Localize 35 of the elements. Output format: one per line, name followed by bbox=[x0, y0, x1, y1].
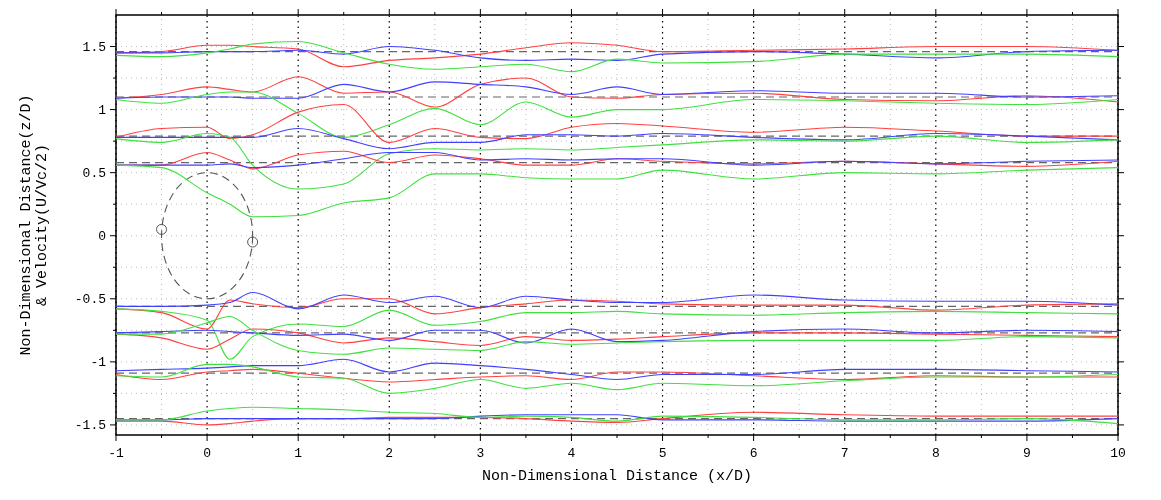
x-tick-label: 3 bbox=[476, 446, 485, 461]
y-tick-label: -1.5 bbox=[74, 418, 106, 434]
line-series bbox=[115, 368, 1119, 383]
x-tick-label: 6 bbox=[749, 446, 758, 461]
line-series bbox=[115, 406, 1119, 425]
x-tick-label: 10 bbox=[1110, 446, 1126, 461]
line-series bbox=[115, 76, 1119, 108]
y-tick-label: 1 bbox=[98, 103, 107, 119]
y-axis-title: Non-Dimensional Distance(z/D) & Velocity(U/Vc/2) bbox=[18, 94, 51, 356]
line-series bbox=[115, 363, 1119, 394]
x-tick-label: 5 bbox=[658, 446, 667, 461]
line-series bbox=[115, 308, 1119, 360]
x-tick-label: 0 bbox=[203, 446, 211, 461]
line-series bbox=[115, 133, 1119, 190]
x-tick-label: 9 bbox=[1023, 446, 1031, 461]
y-tick-label: 0 bbox=[98, 229, 106, 245]
x-axis-title: Non-Dimensional Distance (x/D) bbox=[481, 468, 753, 485]
line-series bbox=[115, 164, 1119, 218]
line-series bbox=[115, 291, 1119, 310]
x-tick-label: 4 bbox=[567, 446, 576, 461]
y-tick-label: -1 bbox=[90, 355, 107, 371]
line-series bbox=[115, 91, 1119, 138]
line-series bbox=[115, 358, 1119, 381]
x-tick-label: 7 bbox=[840, 446, 849, 461]
x-tick-label: 2 bbox=[385, 446, 394, 461]
x-tick-label: 1 bbox=[294, 446, 303, 461]
line-series bbox=[115, 328, 1119, 344]
x-tick-label: -1 bbox=[108, 446, 124, 461]
y-tick-label: 0.5 bbox=[82, 166, 106, 182]
line-series bbox=[115, 104, 1119, 143]
line-series bbox=[115, 45, 1119, 61]
y-tick-label: 1.5 bbox=[82, 40, 106, 56]
y-tick-label: -0.5 bbox=[74, 292, 106, 308]
x-tick-label: 8 bbox=[931, 446, 940, 461]
line-series bbox=[115, 81, 1119, 99]
